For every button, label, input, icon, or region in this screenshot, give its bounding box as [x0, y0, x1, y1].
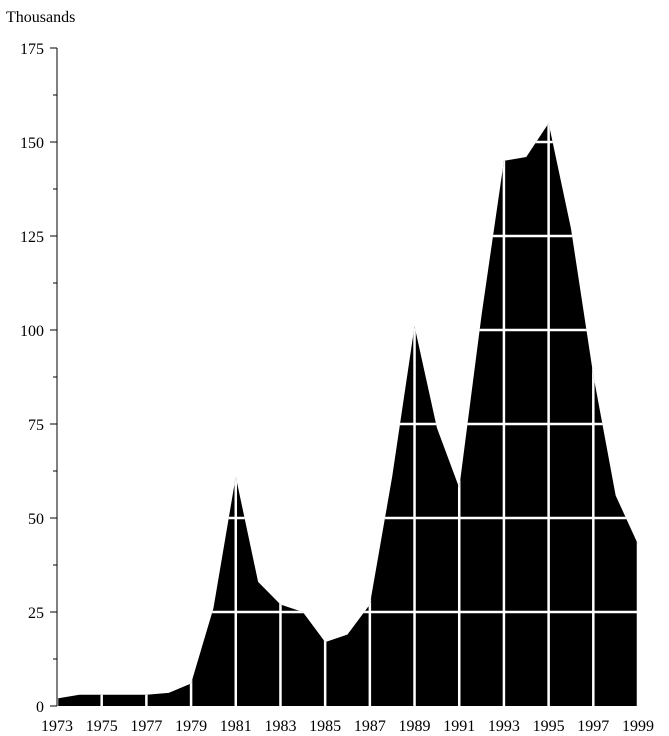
x-tick-label: 1987	[354, 718, 386, 735]
area-series	[57, 123, 638, 706]
x-tick-label: 1999	[622, 718, 654, 735]
y-axis-label: Thousands	[6, 9, 75, 26]
y-tick-label: 125	[20, 229, 44, 246]
x-tick-label: 1993	[488, 718, 520, 735]
y-tick-label: 0	[36, 699, 44, 716]
y-tick-label: 75	[28, 417, 44, 434]
x-ticks: 1973 1975 1977 1979 1981 1983 1985 1987 1989 1991…	[41, 718, 654, 735]
y-ticks: 0 25 50 75 100 125 150 175	[20, 41, 57, 716]
x-tick-label: 1977	[130, 718, 162, 735]
y-tick-label: 150	[20, 135, 44, 152]
axes	[53, 48, 58, 706]
y-tick-label: 100	[20, 323, 44, 340]
x-tick-label: 1991	[443, 718, 475, 735]
x-tick-label: 1979	[175, 718, 207, 735]
y-tick-label: 25	[28, 605, 44, 622]
x-tick-label: 1975	[86, 718, 118, 735]
area-layer	[57, 123, 638, 706]
x-tick-label: 1997	[577, 718, 609, 735]
x-tick-label: 1981	[220, 718, 252, 735]
x-tick-label: 1983	[264, 718, 296, 735]
x-tick-label: 1985	[309, 718, 341, 735]
x-tick-label: 1995	[533, 718, 565, 735]
x-tick-label: 1973	[41, 718, 73, 735]
y-tick-label: 175	[20, 41, 44, 58]
y-tick-label: 50	[28, 511, 44, 528]
x-tick-label: 1989	[399, 718, 431, 735]
